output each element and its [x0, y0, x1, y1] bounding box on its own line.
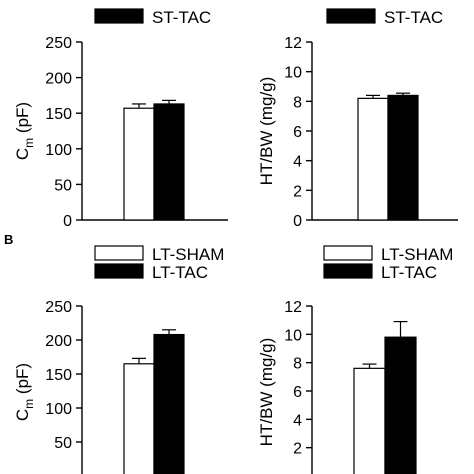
st-htbw-tick-label: 12	[284, 35, 302, 52]
st-htbw-tick-label: 8	[293, 94, 302, 111]
lt-htbw-legend-swatch-lt-tac	[323, 263, 373, 279]
lt-cm-tick-label: 150	[45, 367, 72, 384]
st-htbw-tick-label: 0	[293, 213, 302, 230]
st-cm-tick-label: 100	[45, 142, 72, 159]
lt-htbw-legend-label-lt-sham: LT-SHAM	[381, 245, 453, 264]
st-htbw-tick-label: 10	[284, 65, 302, 82]
st-cm-tick-label: 250	[45, 35, 72, 52]
lt-cm-tick-label: 50	[54, 435, 72, 452]
st-htbw-bar-st-tac	[387, 94, 419, 221]
lt-htbw-legend-label-lt-tac: LT-TAC	[381, 263, 437, 282]
st-cm-bar-st-tac	[153, 103, 185, 221]
lt-htbw-bar-lt-sham	[353, 367, 386, 474]
lt-htbw-legend-swatch-lt-sham	[323, 245, 373, 261]
panel-letter-b: B	[4, 232, 13, 247]
st-htbw-legend-label-st-tac: ST-TAC	[384, 8, 443, 27]
st-cm-legend-swatch-st-tac	[94, 8, 144, 24]
lt-cm-legend-label-lt-sham: LT-SHAM	[152, 245, 224, 264]
st-htbw-bar-st-sham	[357, 97, 389, 221]
st-htbw-legend-swatch-st-tac	[326, 8, 376, 24]
lt-cm-legend-swatch-lt-tac	[94, 263, 144, 279]
st-htbw-y-axis-label: HT/BW (mg/g)	[257, 77, 276, 186]
st-cm-tick-label: 0	[63, 213, 72, 230]
lt-cm-bar-lt-sham	[123, 363, 155, 474]
st-htbw-tick-label: 4	[293, 154, 302, 171]
st-htbw-tick-label: 2	[293, 183, 302, 200]
st-cm-tick-label: 200	[45, 71, 72, 88]
st-cm-bar-st-sham	[123, 107, 155, 221]
st-cm-tick-label: 150	[45, 106, 72, 123]
lt-htbw-tick-label: 8	[293, 356, 302, 373]
lt-htbw-bar-lt-tac	[384, 336, 417, 474]
lt-cm-legend-swatch-lt-sham	[94, 245, 144, 261]
lt-cm-tick-label: 250	[45, 299, 72, 316]
st-cm-y-axis-label: Cm (pF)	[13, 102, 36, 160]
lt-htbw-tick-label: 2	[293, 441, 302, 458]
lt-htbw-y-axis-label: HT/BW (mg/g)	[257, 338, 276, 447]
lt-cm-tick-label: 100	[45, 401, 72, 418]
st-htbw-tick-label: 6	[293, 124, 302, 141]
st-cm-legend-label-st-tac: ST-TAC	[152, 8, 211, 27]
lt-cm-y-axis-label: Cm (pF)	[13, 363, 36, 421]
lt-htbw-tick-label: 4	[293, 412, 302, 429]
lt-cm-legend-label-lt-tac: LT-TAC	[152, 263, 208, 282]
lt-cm-tick-label: 200	[45, 333, 72, 350]
st-cm-tick-label: 50	[54, 177, 72, 194]
lt-htbw-tick-label: 12	[284, 299, 302, 316]
lt-htbw-tick-label: 10	[284, 327, 302, 344]
lt-cm-bar-lt-tac	[153, 333, 185, 474]
lt-htbw-tick-label: 6	[293, 384, 302, 401]
